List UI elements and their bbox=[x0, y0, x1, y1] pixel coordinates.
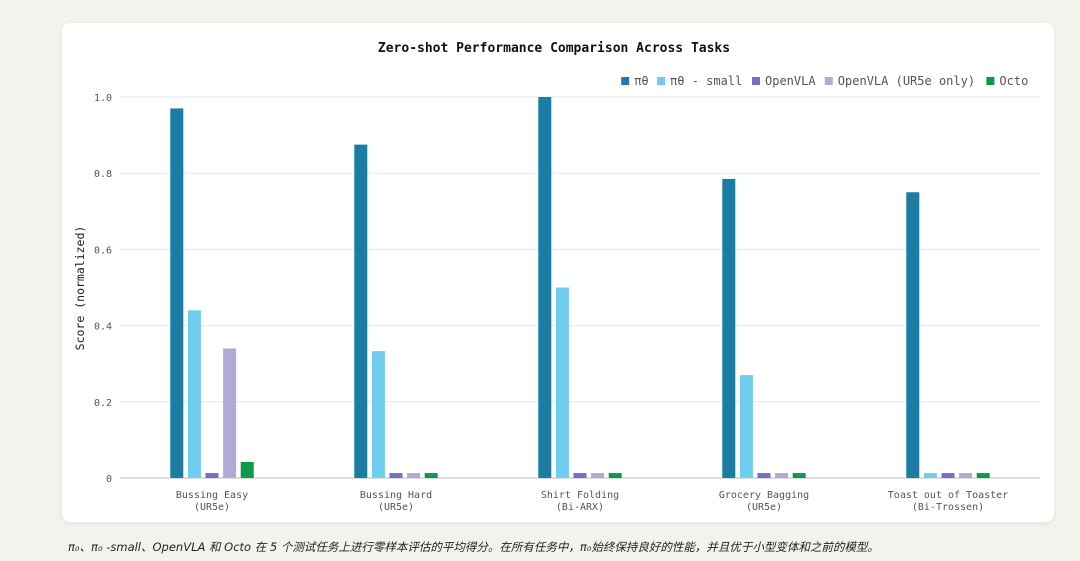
bar-openvla bbox=[757, 473, 771, 478]
bar-openvla-ur5e-only- bbox=[223, 348, 237, 478]
bar-openvla-ur5e-only- bbox=[407, 473, 421, 478]
bar-openvla-ur5e-only- bbox=[959, 473, 973, 478]
bar-openvla bbox=[205, 473, 219, 478]
bar-octo bbox=[424, 473, 438, 478]
legend-swatch bbox=[621, 77, 630, 85]
bar-openvla bbox=[389, 473, 403, 478]
legend-swatch bbox=[986, 77, 995, 85]
bar--small bbox=[187, 310, 201, 478]
bar--small bbox=[923, 473, 937, 478]
bar--small bbox=[555, 287, 569, 478]
y-axis-label: Score (normalized) bbox=[73, 226, 87, 351]
legend-swatch bbox=[657, 77, 665, 85]
chart-title: Zero-shot Performance Comparison Across … bbox=[378, 41, 730, 56]
x-tick-label: (UR5e) bbox=[194, 502, 230, 513]
y-tick-label: 0.2 bbox=[94, 398, 112, 409]
x-tick-label: Bussing Easy bbox=[176, 490, 248, 501]
x-tick-label: (UR5e) bbox=[746, 502, 782, 513]
bar-octo bbox=[240, 461, 254, 478]
bar-openvla-ur5e-only- bbox=[775, 473, 789, 478]
bar-- bbox=[354, 144, 368, 478]
legend-label: πθ - small bbox=[670, 74, 742, 88]
bar-- bbox=[538, 97, 552, 478]
y-tick-label: 0 bbox=[106, 474, 112, 485]
x-tick-label: Shirt Folding bbox=[541, 490, 619, 501]
bar-octo bbox=[792, 473, 806, 478]
bar-octo bbox=[976, 473, 990, 478]
bar-openvla bbox=[941, 473, 955, 478]
bar-octo bbox=[608, 473, 622, 478]
bar-- bbox=[906, 192, 920, 478]
bar--small bbox=[739, 375, 753, 478]
bar--small bbox=[371, 351, 385, 478]
legend-label: πθ bbox=[634, 74, 648, 88]
x-tick-label: (Bi-Trossen) bbox=[912, 502, 984, 513]
bar-openvla bbox=[573, 473, 587, 478]
bar-chart: Zero-shot Performance Comparison Across … bbox=[73, 41, 1040, 513]
x-tick-label: Toast out of Toaster bbox=[888, 490, 1008, 501]
bar-- bbox=[722, 178, 736, 479]
x-tick-label: (UR5e) bbox=[378, 502, 414, 513]
legend-label: OpenVLA bbox=[765, 74, 816, 88]
legend-swatch bbox=[824, 77, 833, 85]
bar-- bbox=[170, 108, 184, 479]
y-tick-label: 0.8 bbox=[94, 169, 112, 180]
y-tick-label: 0.4 bbox=[94, 322, 112, 333]
x-tick-label: (Bi-ARX) bbox=[556, 502, 604, 513]
legend-swatch bbox=[752, 77, 760, 85]
x-tick-label: Bussing Hard bbox=[360, 490, 432, 501]
legend-label: OpenVLA (UR5e only) bbox=[838, 74, 975, 88]
x-tick-label: Grocery Bagging bbox=[719, 490, 809, 501]
figure-caption: π₀、π₀ -small、OpenVLA 和 Octo 在 5 个测试任务上进行… bbox=[68, 540, 879, 554]
bar-openvla-ur5e-only- bbox=[591, 473, 605, 478]
legend-label: Octo bbox=[999, 74, 1028, 88]
y-tick-label: 0.6 bbox=[94, 245, 112, 256]
y-tick-label: 1.0 bbox=[94, 93, 112, 104]
